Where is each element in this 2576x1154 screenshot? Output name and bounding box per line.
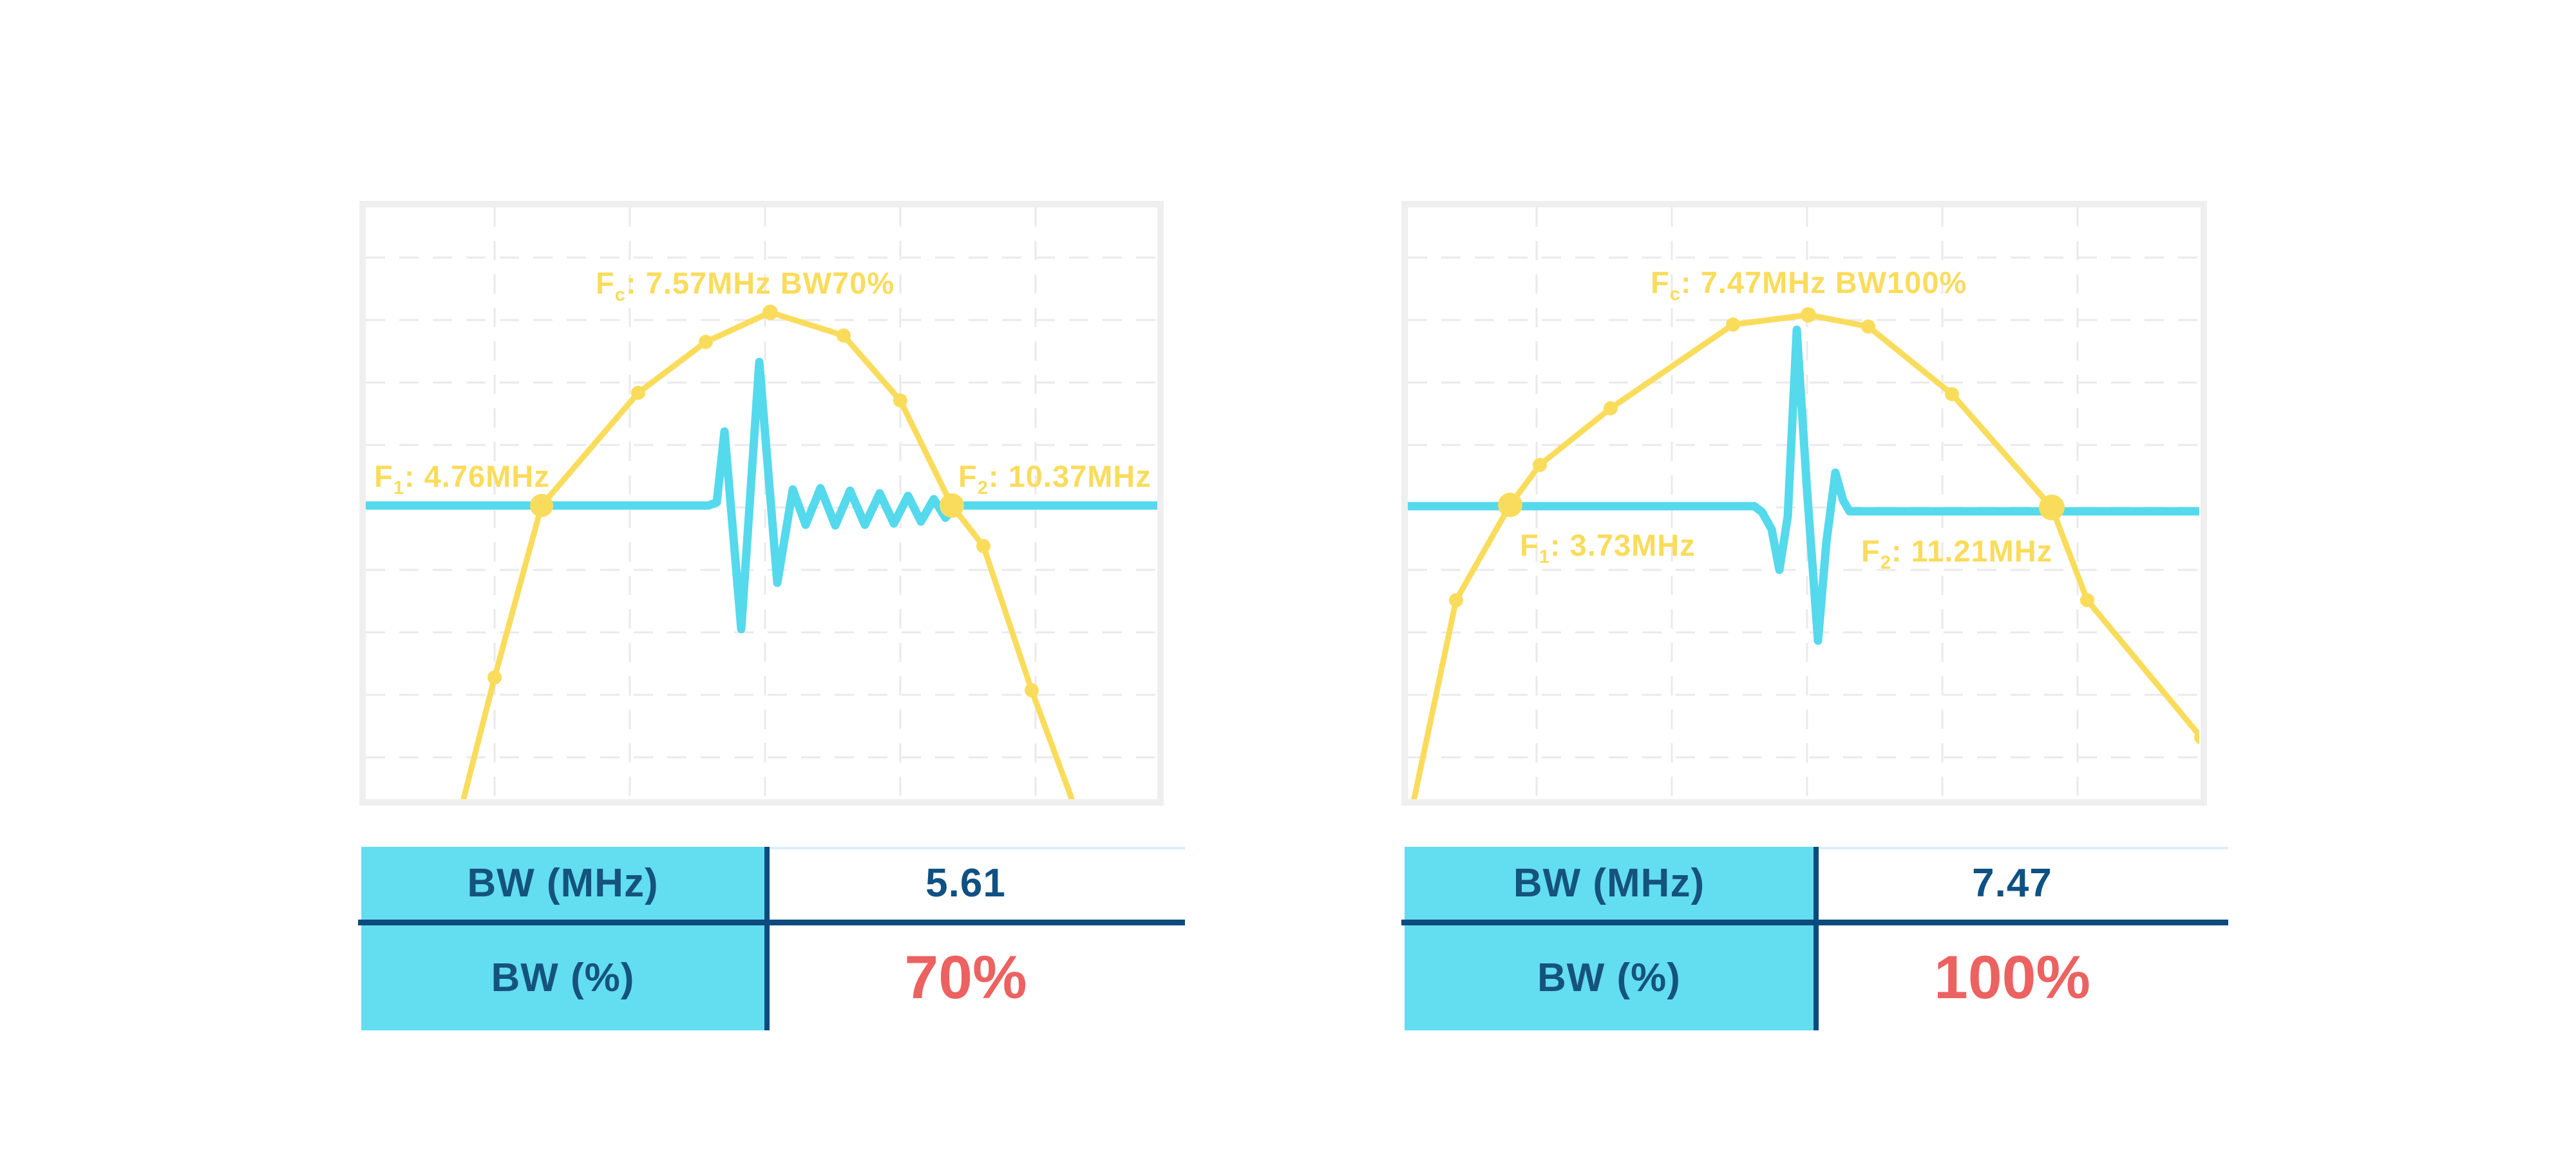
pulse-waveform	[366, 357, 1157, 634]
f1-annotation-left: F1: 4.76MHz	[374, 459, 550, 498]
table-header-column	[1405, 847, 1814, 1030]
f1-subscript: 1	[1539, 547, 1550, 568]
table-top-line	[361, 847, 1185, 849]
bw-pct-label-cell: BW (%)	[491, 956, 635, 1000]
fc-text: : 7.57MHz BW70%	[625, 266, 895, 300]
f2-text: : 11.21MHz	[1891, 534, 2053, 568]
f2-annotation-left: F2: 10.37MHz	[958, 459, 1151, 498]
fc-annotation-right: Fc: 7.47MHz BW100%	[1651, 265, 1967, 304]
spectrum-chart-left: Fc: 7.57MHz BW70% F1: 4.76MHz F2: 10.37M…	[359, 201, 1164, 806]
spectrum-marker	[699, 335, 713, 349]
f1-subscript: 1	[393, 478, 404, 499]
f1-text: : 4.76MHz	[404, 459, 550, 493]
spectrum-marker	[762, 305, 778, 320]
spectrum-marker	[530, 494, 553, 517]
f2-text: : 10.37MHz	[988, 459, 1151, 493]
fc-prefix: F	[1651, 265, 1670, 299]
spectrum-marker	[837, 328, 851, 343]
table-vertical-divider	[764, 847, 770, 1030]
bw-pct-value-cell: 100%	[1934, 943, 2090, 1012]
spectrum-marker	[1449, 593, 1463, 607]
f2-annotation-right: F2: 11.21MHz	[1861, 534, 2053, 572]
f1-text: : 3.73MHz	[1549, 528, 1696, 562]
bw-mhz-label-cell: BW (MHz)	[467, 861, 659, 905]
f1-prefix: F	[374, 459, 393, 493]
spectrum-marker	[631, 386, 645, 400]
fc-annotation-left: Fc: 7.57MHz BW70%	[596, 266, 895, 305]
fc-text: : 7.47MHz BW100%	[1680, 265, 1967, 299]
spectrum-plot-right	[1408, 207, 2199, 799]
bw-mhz-label-cell: BW (MHz)	[1513, 861, 1705, 905]
f1-annotation-right: F1: 3.73MHz	[1520, 528, 1696, 567]
spectrum-chart-right: Fc: 7.47MHz BW100% F1: 3.73MHz F2: 11.21…	[1401, 201, 2207, 806]
bw-mhz-value-cell: 5.61	[925, 861, 1006, 905]
spectrum-marker	[893, 393, 907, 408]
pulse-waveform	[1408, 325, 2199, 645]
spectrum-marker	[976, 539, 990, 553]
f2-subscript: 2	[977, 478, 989, 499]
spectrum-marker	[1801, 307, 1816, 323]
bw-pct-label-cell: BW (%)	[1537, 956, 1681, 1000]
table-horizontal-divider	[358, 920, 1185, 925]
fc-subscript: c	[1669, 284, 1681, 305]
spectrum-marker	[1604, 401, 1618, 415]
spectrum-marker	[2039, 495, 2065, 520]
fc-prefix: F	[596, 266, 615, 300]
spectrum-marker	[1498, 493, 1522, 517]
spectrum-plot-left	[366, 207, 1157, 799]
spectrum-curve	[460, 309, 1075, 799]
table-header-column	[361, 847, 764, 1030]
spectrum-curve	[1411, 312, 2199, 799]
spectrum-marker	[1726, 317, 1740, 332]
spectrum-marker	[488, 670, 502, 685]
spectrum-marker	[1861, 319, 1875, 334]
spectrum-marker	[940, 493, 964, 518]
fc-subscript: c	[614, 285, 626, 306]
f2-prefix: F	[1861, 534, 1880, 568]
bw-mhz-value-cell: 7.47	[1972, 861, 2052, 905]
spectrum-marker	[2080, 593, 2094, 607]
spectrum-marker	[1025, 683, 1039, 697]
table-horizontal-divider	[1401, 920, 2228, 925]
spectrum-marker	[1533, 458, 1547, 472]
spectrum-marker	[2194, 730, 2199, 744]
f1-prefix: F	[1520, 528, 1539, 562]
table-vertical-divider	[1814, 847, 1819, 1030]
bw-pct-value-cell: 70%	[904, 943, 1027, 1012]
spectrum-marker	[1945, 387, 1959, 401]
f2-prefix: F	[958, 459, 978, 493]
f2-subscript: 2	[1880, 553, 1891, 574]
